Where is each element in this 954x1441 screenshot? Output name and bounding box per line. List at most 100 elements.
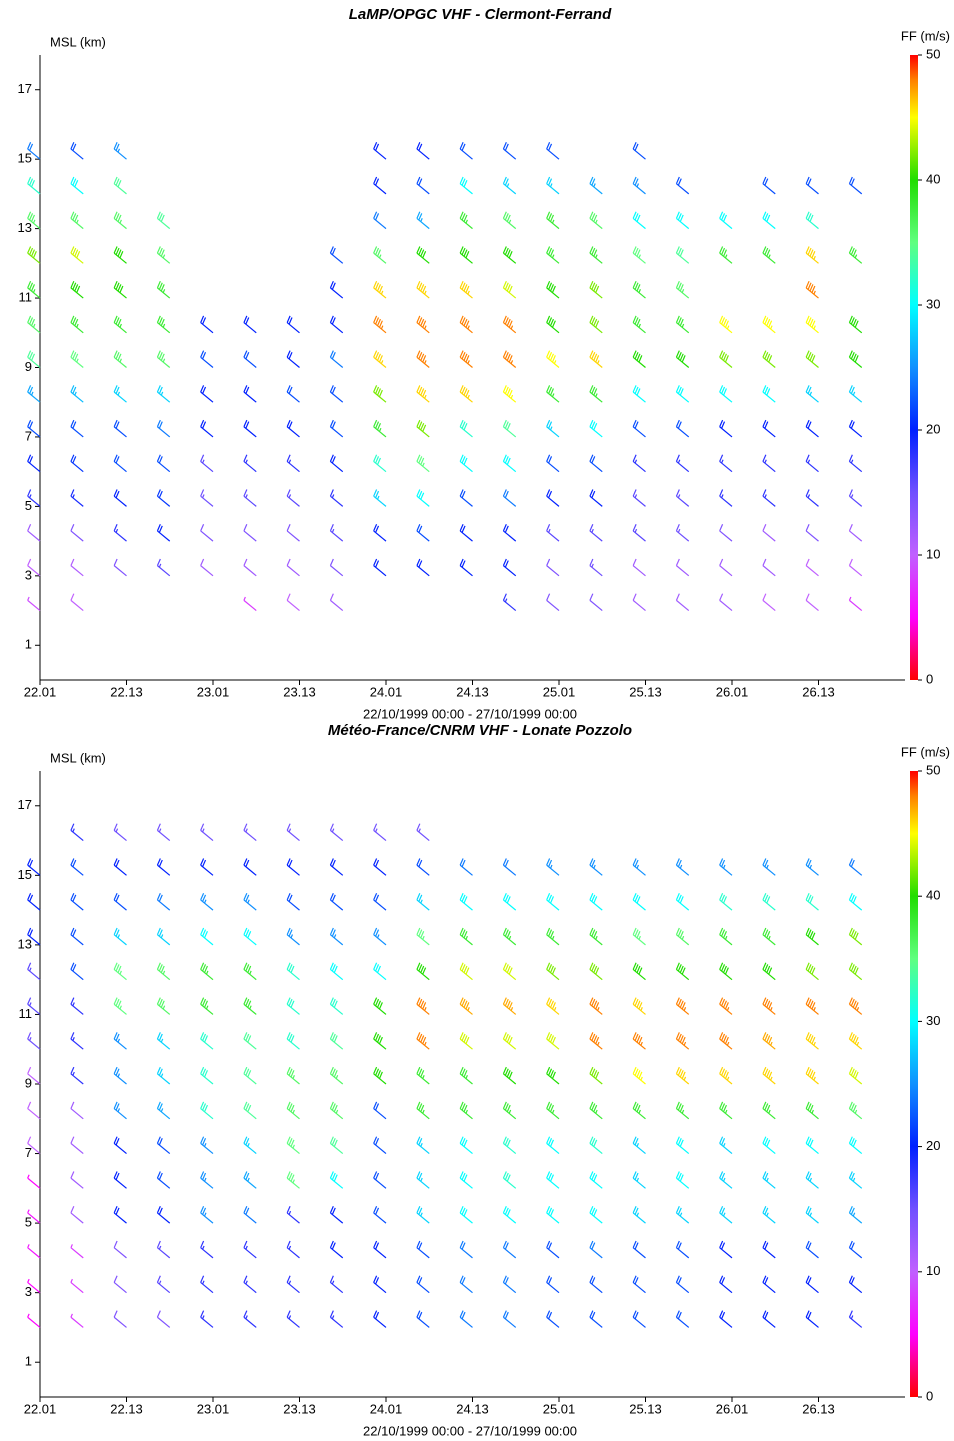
- wind-barb: [546, 142, 560, 160]
- wind-barb: [286, 1275, 300, 1294]
- wind-barb: [675, 558, 690, 577]
- wind-barb: [373, 997, 387, 1015]
- wind-barb: [416, 1240, 430, 1259]
- wind-barb: [416, 211, 430, 230]
- wind-barb: [156, 927, 171, 946]
- wind-barb: [156, 823, 171, 842]
- wind-barb: [675, 524, 690, 542]
- wind-barb: [546, 524, 560, 542]
- wind-barb: [70, 1136, 84, 1155]
- wind-barb: [459, 1240, 473, 1259]
- wind-barb: [243, 1032, 257, 1050]
- wind-barb: [502, 593, 517, 612]
- wind-barb: [113, 350, 127, 368]
- wind-barb: [632, 962, 646, 981]
- wind-barb: [70, 1206, 84, 1224]
- wind-barb: [502, 1206, 517, 1224]
- wind-barb: [632, 593, 646, 612]
- wind-barb: [156, 524, 171, 542]
- wind-barb: [632, 385, 646, 403]
- wind-barb: [286, 1101, 300, 1120]
- y-tick-label: 15: [18, 151, 32, 166]
- wind-barb: [286, 489, 300, 507]
- wind-barb: [70, 1278, 84, 1294]
- wind-barb: [373, 1206, 387, 1224]
- wind-barb: [805, 176, 819, 195]
- wind-barb: [200, 315, 214, 334]
- wind-barb: [762, 893, 776, 911]
- panel: Météo-France/CNRM VHF - Lonate Pozzolo MS…: [18, 722, 950, 1438]
- wind-barb: [719, 454, 733, 473]
- wind-barb: [27, 1244, 41, 1259]
- wind-barb: [200, 927, 214, 946]
- colorbar-tick-label: 0: [926, 671, 933, 686]
- wind-barb: [113, 385, 127, 403]
- wind-barb: [459, 1310, 473, 1328]
- colorbar-tick-label: 30: [926, 296, 940, 311]
- wind-barb: [243, 1275, 257, 1294]
- wind-barb: [762, 419, 776, 438]
- wind-barb: [675, 1171, 690, 1189]
- colorbar-tick-label: 10: [926, 546, 940, 561]
- wind-barb: [502, 1275, 517, 1294]
- wind-barb: [243, 823, 257, 842]
- wind-barb: [243, 524, 257, 542]
- wind-barb: [848, 596, 863, 612]
- wind-barb: [502, 350, 517, 368]
- wind-barb: [329, 350, 344, 368]
- wind-barb: [416, 1032, 430, 1050]
- wind-barb: [459, 489, 473, 507]
- wind-barb: [156, 1066, 171, 1085]
- wind-barb: [329, 823, 344, 842]
- wind-barb: [502, 1171, 517, 1189]
- y-tick-label: 1: [25, 637, 32, 652]
- wind-barb: [589, 1032, 603, 1050]
- wind-barb: [502, 893, 517, 911]
- wind-barb: [848, 489, 863, 507]
- y-tick-label: 7: [25, 1145, 32, 1160]
- wind-barb: [762, 558, 776, 577]
- wind-barb: [546, 893, 560, 911]
- wind-barb: [459, 1206, 473, 1224]
- wind-barb: [805, 315, 819, 334]
- wind-barb: [156, 558, 171, 577]
- wind-barb: [113, 927, 127, 946]
- wind-barb: [459, 385, 473, 403]
- wind-barb: [243, 927, 257, 946]
- x-tick-label: 23.01: [197, 684, 230, 699]
- wind-barb: [329, 454, 344, 473]
- wind-barb: [27, 1313, 41, 1328]
- wind-barb: [805, 1032, 819, 1050]
- wind-barb: [329, 997, 344, 1015]
- wind-barb: [675, 176, 690, 195]
- wind-barb: [329, 1032, 344, 1050]
- wind-barb: [156, 419, 171, 438]
- wind-barb: [113, 823, 127, 842]
- wind-barb: [459, 1275, 473, 1294]
- wind-barb: [459, 858, 473, 876]
- wind-barb: [848, 385, 863, 403]
- wind-barb: [416, 176, 430, 195]
- colorbar: [910, 771, 918, 1397]
- wind-barb: [632, 315, 646, 334]
- wind-barb: [719, 858, 733, 876]
- wind-barb: [416, 142, 430, 160]
- wind-barb: [113, 489, 127, 507]
- wind-barb: [156, 385, 171, 403]
- wind-barb: [27, 997, 41, 1015]
- wind-barb: [156, 1136, 171, 1155]
- wind-barb: [848, 246, 863, 264]
- colorbar-tick-label: 20: [926, 421, 940, 436]
- wind-barb: [589, 246, 603, 264]
- wind-barb: [632, 489, 646, 507]
- wind-barb: [286, 454, 300, 473]
- wind-barb: [70, 1066, 84, 1085]
- wind-barb: [719, 385, 733, 403]
- wind-barb: [719, 1310, 733, 1328]
- wind-barb: [675, 1136, 690, 1155]
- wind-barb: [632, 858, 646, 876]
- wind-barb: [27, 858, 41, 876]
- wind-barb: [805, 454, 819, 473]
- wind-barb: [286, 315, 300, 334]
- wind-barb: [675, 211, 690, 230]
